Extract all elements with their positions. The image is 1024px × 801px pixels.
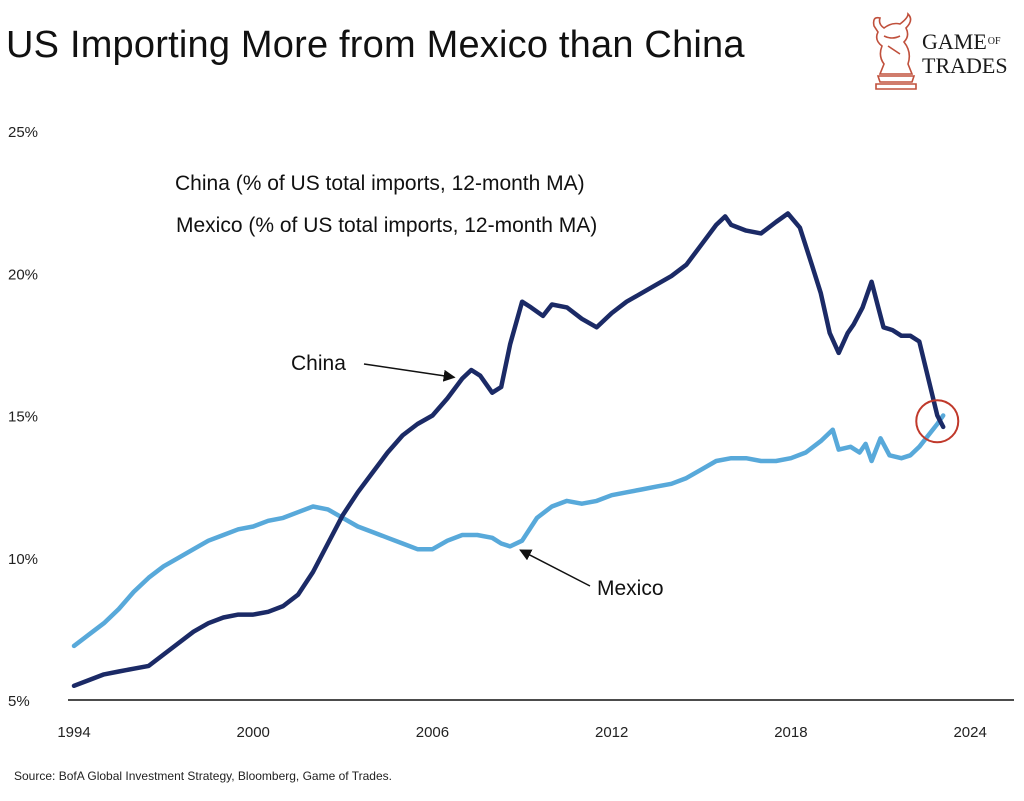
legend-entry-china: China (% of US total imports, 12-month M…: [175, 172, 585, 195]
y-tick-label: 25%: [8, 124, 38, 141]
legend-entry-mexico: Mexico (% of US total imports, 12-month …: [176, 214, 597, 237]
y-tick-label: 15%: [8, 409, 38, 426]
legend: China (% of US total imports, 12-month M…: [175, 172, 597, 237]
x-axis-ticks: 1994 2000 2006 2012 2018 2024: [57, 724, 987, 741]
logo-wordmark: GAMEOF TRADES: [922, 30, 1008, 78]
x-tick-label: 2012: [595, 724, 628, 741]
x-tick-label: 2006: [416, 724, 449, 741]
annotation-label-china: China: [291, 352, 346, 375]
series-layer: [71, 211, 946, 689]
y-tick-label: 10%: [8, 551, 38, 568]
y-tick-label: 5%: [8, 693, 30, 710]
bull-knight-icon: [872, 12, 917, 90]
logo-line1: GAME: [922, 29, 987, 54]
annotation-arrow-china: [363, 363, 456, 382]
highlight-circle: [915, 399, 960, 444]
y-axis-ticks: 5% 10% 15% 20% 25%: [8, 124, 38, 710]
source-note: Source: BofA Global Investment Strategy,…: [14, 769, 392, 783]
x-tick-label: 2018: [774, 724, 807, 741]
series-line-china: [71, 211, 946, 689]
logo-line2: TRADES: [922, 53, 1008, 78]
y-tick-label: 20%: [8, 266, 38, 283]
series-line-mexico: [71, 413, 946, 649]
page-title: US Importing More from Mexico than China: [6, 24, 745, 66]
x-tick-label: 2024: [953, 724, 986, 741]
x-tick-label: 1994: [57, 724, 90, 741]
x-tick-label: 2000: [237, 724, 270, 741]
annotation-label-mexico: Mexico: [597, 577, 664, 600]
annotation-arrow-mexico: [519, 549, 591, 587]
annotations: China Mexico: [291, 352, 664, 600]
logo-of: OF: [987, 36, 1001, 47]
